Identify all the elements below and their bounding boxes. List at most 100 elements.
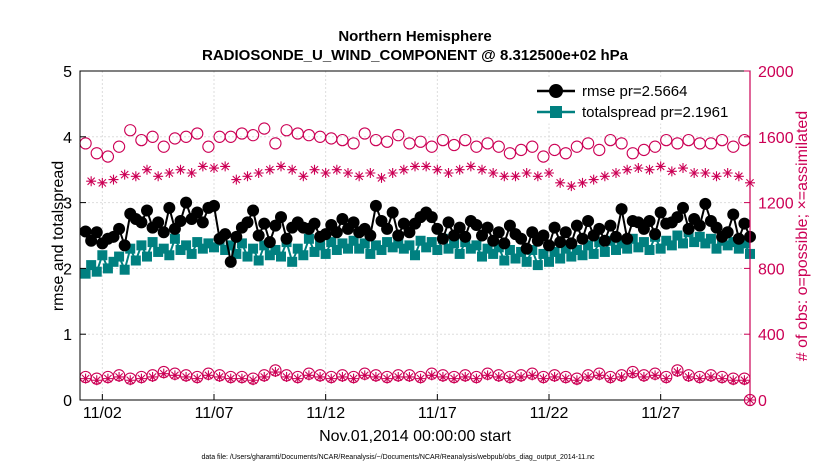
obs-assimilated-high-point [733,171,744,182]
obs-assimilated-high-point [700,167,711,178]
obs-assimilated-high-point [410,161,420,172]
obs-assimilated-high-point [421,161,432,172]
obs-possible-high-point [280,124,293,137]
obs-assimilated-high-point [599,171,610,182]
obs-assimilated-high-point [365,167,376,178]
totalspread-point [622,243,633,254]
totalspread-point [370,240,381,251]
obs-assimilated-low-point [449,373,460,384]
obs-assimilated-high-point [611,167,621,178]
rmse-point [79,225,92,238]
rmse-point [621,232,634,245]
totalspread-point [733,243,744,254]
x-axis: 11/02 11/07 11/12 11/17 11/22 11/27 [83,394,680,422]
obs-assimilated-high-point [488,167,499,178]
obs-assimilated-high-point [276,161,286,172]
totalspread-point [181,240,192,251]
rmse-point [386,206,399,219]
totalspread-point [521,256,532,267]
x-tick-label: 11/12 [306,405,345,422]
obs-assimilated-low-point [672,367,683,378]
totalspread-point [276,251,286,262]
rmse-point [699,197,712,210]
totalspread-point [616,238,627,249]
rmse-point [247,204,260,217]
rmse-point [397,217,410,230]
data-file-footnote: data file: /Users/gharamti/Documents/NCA… [201,454,595,461]
obs-assimilated-high-point [253,167,264,178]
obs-possible-high-point [671,137,684,150]
totalspread-point [287,256,298,267]
rmse-point [570,219,583,232]
obs-assimilated-low-point [571,375,582,386]
obs-possible-high-point [559,147,572,160]
totalspread-point [611,244,621,255]
rmse-point [643,215,656,228]
totalspread-point [739,238,750,249]
obs-assimilated-high-point [108,174,119,185]
totalspread-point [661,235,672,246]
rmse-point [598,234,611,247]
rmse-point [492,226,505,239]
left-tick-label: 0 [63,393,72,410]
obs-assimilated-low-point [493,371,504,382]
obs-assimilated-low-point [683,371,694,382]
rmse-point [263,236,276,249]
rmse-point [330,226,343,239]
obs-assimilated-low-point [437,371,448,382]
totalspread-point [354,243,365,254]
totalspread-point [583,240,594,251]
rmse-point [336,213,349,226]
totalspread-point [225,240,236,251]
totalspread-point [86,260,97,271]
rmse-point [537,229,550,242]
totalspread-point [326,237,337,248]
totalspread-point [426,237,437,248]
left-tick-label: 5 [63,64,72,81]
totalspread-point [153,246,164,257]
obs-assimilated-low-point [348,373,359,384]
rmse-point [481,221,494,234]
totalspread-point [454,248,465,259]
obs-assimilated-low-point [359,370,370,381]
obs-assimilated-low-point [527,370,538,381]
right-tick-label: 2000 [758,64,794,81]
obs-assimilated-high-point [287,164,298,175]
totalspread-point [80,268,91,279]
rmse-point [280,232,293,245]
rmse-point [241,216,254,229]
rmse-point [526,226,539,239]
obs-possible-high-point [79,137,92,150]
totalspread-point [331,244,342,255]
obs-possible-high-point [403,137,416,150]
obs-assimilated-low-point [426,370,437,381]
rmse-point [308,217,321,230]
totalspread-point [633,242,644,253]
obs-assimilated-low-point [638,371,649,382]
rmse-point [275,211,287,224]
right-tick-label: 0 [758,393,767,410]
obs-assimilated-low-point [125,375,136,386]
rmse-point [654,206,667,219]
rmse-point [180,196,193,209]
obs-assimilated-high-point [655,161,666,172]
x-tick-label: 11/27 [641,405,680,422]
totalspread-point [404,240,415,251]
rmse-point [682,222,695,235]
right-tick-label: 1200 [758,196,794,213]
obs-possible-high-point [626,147,639,160]
rmse-point [85,234,98,247]
rmse-point [671,211,684,224]
obs-assimilated-low-point [91,375,102,386]
totalspread-point [499,255,510,266]
rmse-point [141,204,153,217]
obs-assimilated-high-point [588,174,599,185]
rmse-point [610,230,622,243]
obs-assimilated-high-point [164,167,175,178]
obs-possible-high-point [570,140,584,153]
obs-assimilated-high-point [343,167,353,178]
obs-possible-high-point [135,133,148,147]
right-tick-label: 400 [758,327,785,344]
totalspread-point [343,243,353,254]
